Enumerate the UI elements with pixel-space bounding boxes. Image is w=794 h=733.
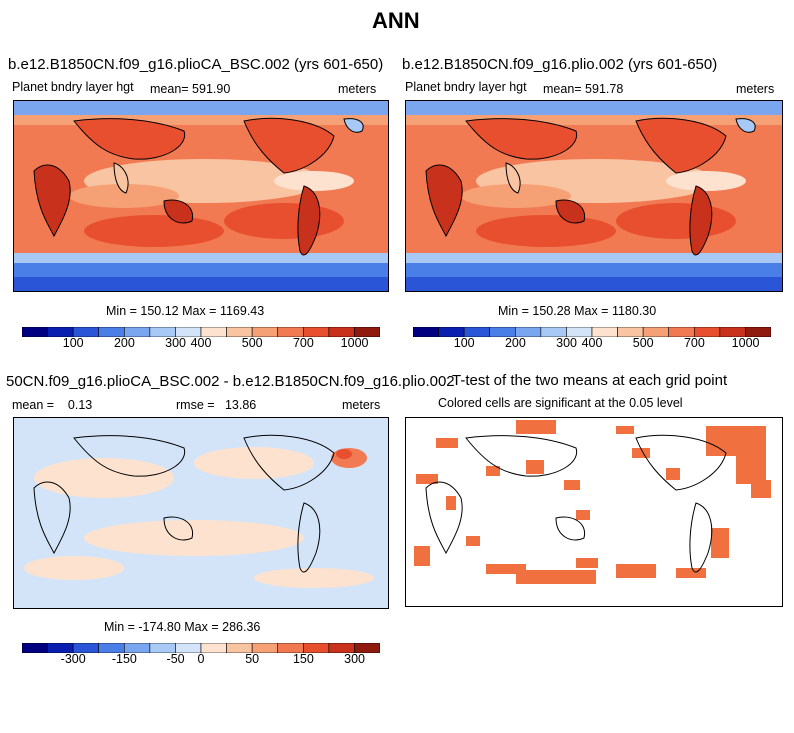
cbar-tick: 1000 xyxy=(731,336,760,350)
panel-3-colorbar-boxes xyxy=(21,642,381,654)
cbar-tick: 300 xyxy=(344,652,366,666)
panel-2-units-label: meters xyxy=(736,82,775,96)
cbar-tick: 700 xyxy=(292,336,314,350)
panel-2-colorbar xyxy=(412,324,772,338)
cbar-tick: -300 xyxy=(60,652,86,666)
panel-2-map xyxy=(405,100,783,292)
cbar-tick: 100 xyxy=(453,336,475,350)
panel-3-colorbar-ticks: -300 -150 -50 0 50 150 300 xyxy=(22,652,380,668)
panel-4-title: T-test of the two means at each grid poi… xyxy=(452,372,728,389)
cbar-tick: 500 xyxy=(632,336,654,350)
panel-3-units-label: meters xyxy=(342,398,381,412)
panel-3-minmax: Min = -174.80 Max = 286.36 xyxy=(104,620,261,634)
panel-1-units-label: meters xyxy=(338,82,377,96)
cbar-tick: 700 xyxy=(683,336,705,350)
cbar-tick: -50 xyxy=(166,652,185,666)
cbar-tick: 500 xyxy=(241,336,263,350)
cbar-tick: -150 xyxy=(111,652,137,666)
cbar-tick: 200 xyxy=(504,336,526,350)
cbar-tick: 300 xyxy=(165,336,187,350)
panel-2-map-field xyxy=(406,101,782,291)
panel-4-map-field xyxy=(406,418,782,606)
cbar-tick: 150 xyxy=(292,652,314,666)
cbar-tick: 200 xyxy=(113,336,135,350)
panel-2-mean-label: mean= 591.78 xyxy=(543,82,624,96)
panel-1-map-field xyxy=(14,101,388,291)
panel-3-title: 50CN.f09_g16.plioCA_BSC.002 - b.e12.B185… xyxy=(6,373,455,390)
panel-1-variable-label: Planet bndry layer hgt xyxy=(12,80,134,94)
cbar-tick: 400 xyxy=(581,336,603,350)
panel-1-mean-label: mean= 591.90 xyxy=(150,82,231,96)
panel-2-colorbar-ticks: 100 200 300 400 500 700 1000 xyxy=(413,336,771,352)
cbar-tick: 50 xyxy=(245,652,260,666)
cbar-tick: 300 xyxy=(556,336,578,350)
panel-1-map xyxy=(13,100,389,292)
panel-3-mean-label: mean = 0.13 xyxy=(12,398,93,412)
panel-3-map-field xyxy=(14,418,388,608)
panel-4-map xyxy=(405,417,783,607)
cbar-tick: 0 xyxy=(197,652,205,666)
panel-1-colorbar-ticks: 100 200 300 400 500 700 1000 xyxy=(22,336,380,352)
panel-1-colorbar xyxy=(21,324,381,338)
cbar-tick: 100 xyxy=(62,336,84,350)
panel-2-variable-label: Planet bndry layer hgt xyxy=(405,80,527,94)
panel-1-title: b.e12.B1850CN.f09_g16.plioCA_BSC.002 (yr… xyxy=(8,56,384,73)
panel-2-minmax: Min = 150.28 Max = 1180.30 xyxy=(498,304,657,318)
panel-2-title: b.e12.B1850CN.f09_g16.plio.002 (yrs 601-… xyxy=(402,56,718,73)
cbar-tick: 400 xyxy=(190,336,212,350)
figure-title: ANN xyxy=(372,8,420,33)
panel-1-minmax: Min = 150.12 Max = 1169.43 xyxy=(106,304,265,318)
panel-3-rmse-label: rmse = 13.86 xyxy=(176,398,257,412)
panel-4-subtitle: Colored cells are significant at the 0.0… xyxy=(438,396,683,410)
panel-3-map xyxy=(13,417,389,609)
panel-3-colorbar xyxy=(21,640,381,654)
cbar-tick: 1000 xyxy=(340,336,369,350)
